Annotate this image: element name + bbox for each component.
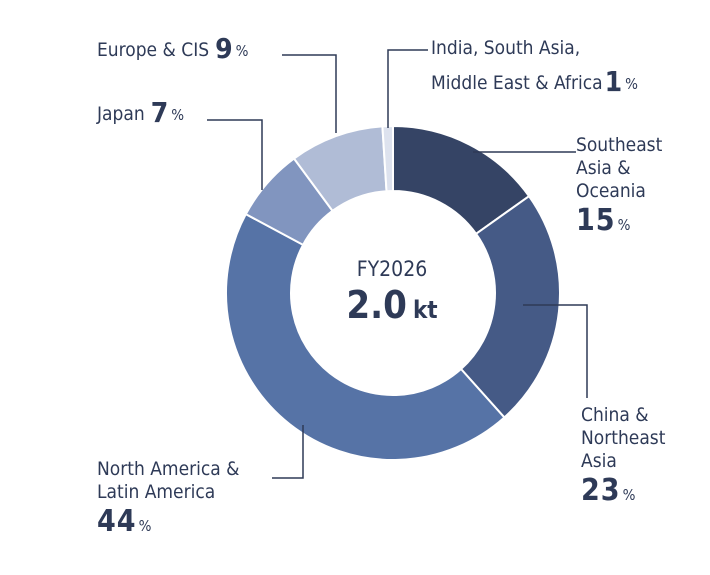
label-line: Asia & xyxy=(576,157,631,179)
label-line: India, South Asia, xyxy=(431,37,581,59)
percent-symbol: % xyxy=(617,216,631,234)
label-line: Europe & CIS xyxy=(97,39,210,61)
label-line: Northeast xyxy=(581,427,666,449)
slice-label-japan: Japan 7% xyxy=(97,95,184,131)
slice-percent: 7 xyxy=(150,96,170,129)
center-unit: kt xyxy=(412,296,438,324)
label-line: Japan xyxy=(97,103,145,125)
label-line: China & xyxy=(581,404,649,426)
slice-label-southeast-asia: Southeast Asia & Oceania 15% xyxy=(576,134,662,239)
chart-center-label: FY2026 2.0 kt xyxy=(292,256,492,328)
percent-symbol: % xyxy=(622,486,636,504)
donut-slice xyxy=(381,124,394,193)
slice-percent: 9 xyxy=(215,32,234,65)
slice-label-china-northeast-asia: China & Northeast Asia 23% xyxy=(581,404,665,509)
donut-slice xyxy=(225,212,506,461)
slice-percent: 44 xyxy=(97,504,137,539)
leader-line xyxy=(387,49,428,128)
leader-line xyxy=(282,54,337,133)
slice-percent: 15 xyxy=(576,203,616,238)
slice-label-north-latin-america: North America & Latin America 44% xyxy=(97,458,240,540)
slice-label-europe-cis: Europe & CIS 9% xyxy=(97,31,248,67)
percent-symbol: % xyxy=(171,106,185,124)
percent-symbol: % xyxy=(625,75,638,93)
label-line: Oceania xyxy=(576,180,646,202)
slice-percent: 23 xyxy=(581,473,621,508)
leader-line xyxy=(523,304,588,398)
percent-symbol: % xyxy=(138,517,152,535)
label-line: Latin America xyxy=(97,481,216,503)
leader-line xyxy=(272,425,304,479)
label-line: Asia xyxy=(581,450,617,472)
donut-slice xyxy=(459,194,561,419)
center-period: FY2026 xyxy=(356,257,428,281)
leader-line xyxy=(207,119,263,190)
center-total: 2.0 xyxy=(346,283,407,327)
label-line: North America & xyxy=(97,458,240,480)
percent-symbol: % xyxy=(235,42,249,60)
label-line: Southeast xyxy=(576,134,663,156)
slice-percent: 1 xyxy=(604,65,624,98)
label-line: Middle East & Africa xyxy=(431,72,603,94)
slice-label-india-mea: India, South Asia, Middle East & Africa1… xyxy=(431,33,638,100)
